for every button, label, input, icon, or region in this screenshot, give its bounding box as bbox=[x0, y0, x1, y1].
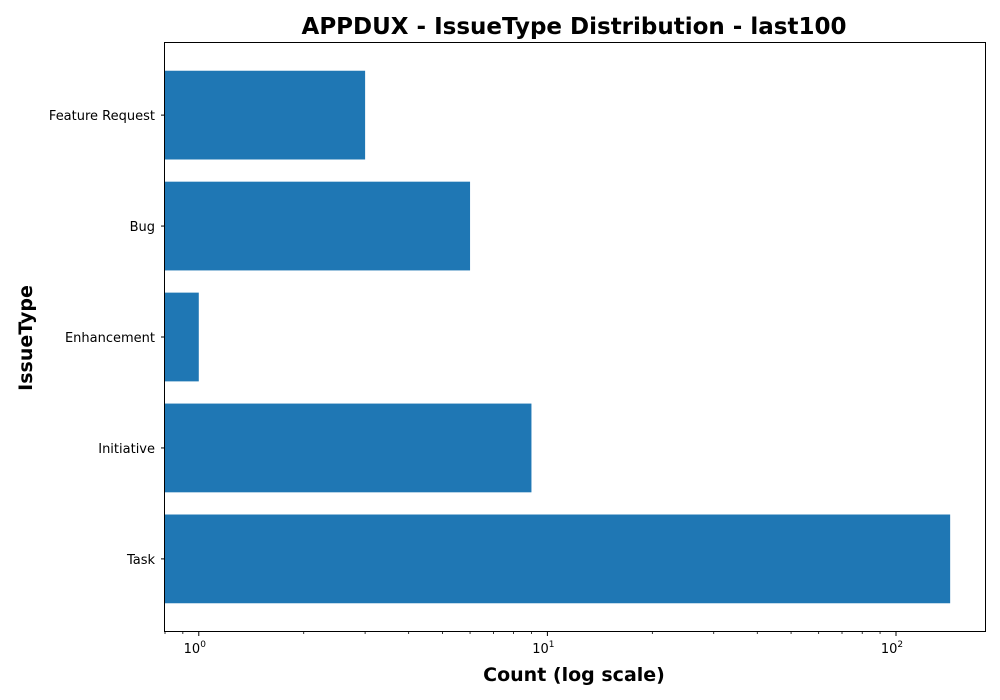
bar-initiative bbox=[165, 403, 532, 493]
y-tick-label: Feature Request bbox=[49, 109, 155, 124]
bar-enhancement bbox=[165, 292, 199, 382]
x-tick-label: 100 bbox=[184, 640, 207, 657]
x-tick-label: 101 bbox=[532, 640, 554, 657]
x-tick-label: 102 bbox=[881, 640, 903, 657]
bar-task bbox=[165, 514, 951, 604]
y-tick-label: Task bbox=[126, 553, 156, 568]
y-axis-label: IssueType bbox=[15, 285, 37, 391]
bar-bug bbox=[165, 181, 471, 271]
ticks-layer: Feature Request Bug Enhancement Initiative T… bbox=[49, 109, 903, 657]
bars-layer bbox=[165, 70, 951, 604]
bar-feature-request bbox=[165, 70, 366, 160]
plot-frame bbox=[164, 42, 986, 632]
y-tick-label: Initiative bbox=[98, 442, 155, 457]
y-tick-label: Enhancement bbox=[65, 331, 155, 346]
chart-title: APPDUX - IssueType Distribution - last10… bbox=[302, 14, 847, 40]
x-axis-label: Count (log scale) bbox=[483, 664, 665, 686]
y-tick-label: Bug bbox=[130, 220, 155, 235]
